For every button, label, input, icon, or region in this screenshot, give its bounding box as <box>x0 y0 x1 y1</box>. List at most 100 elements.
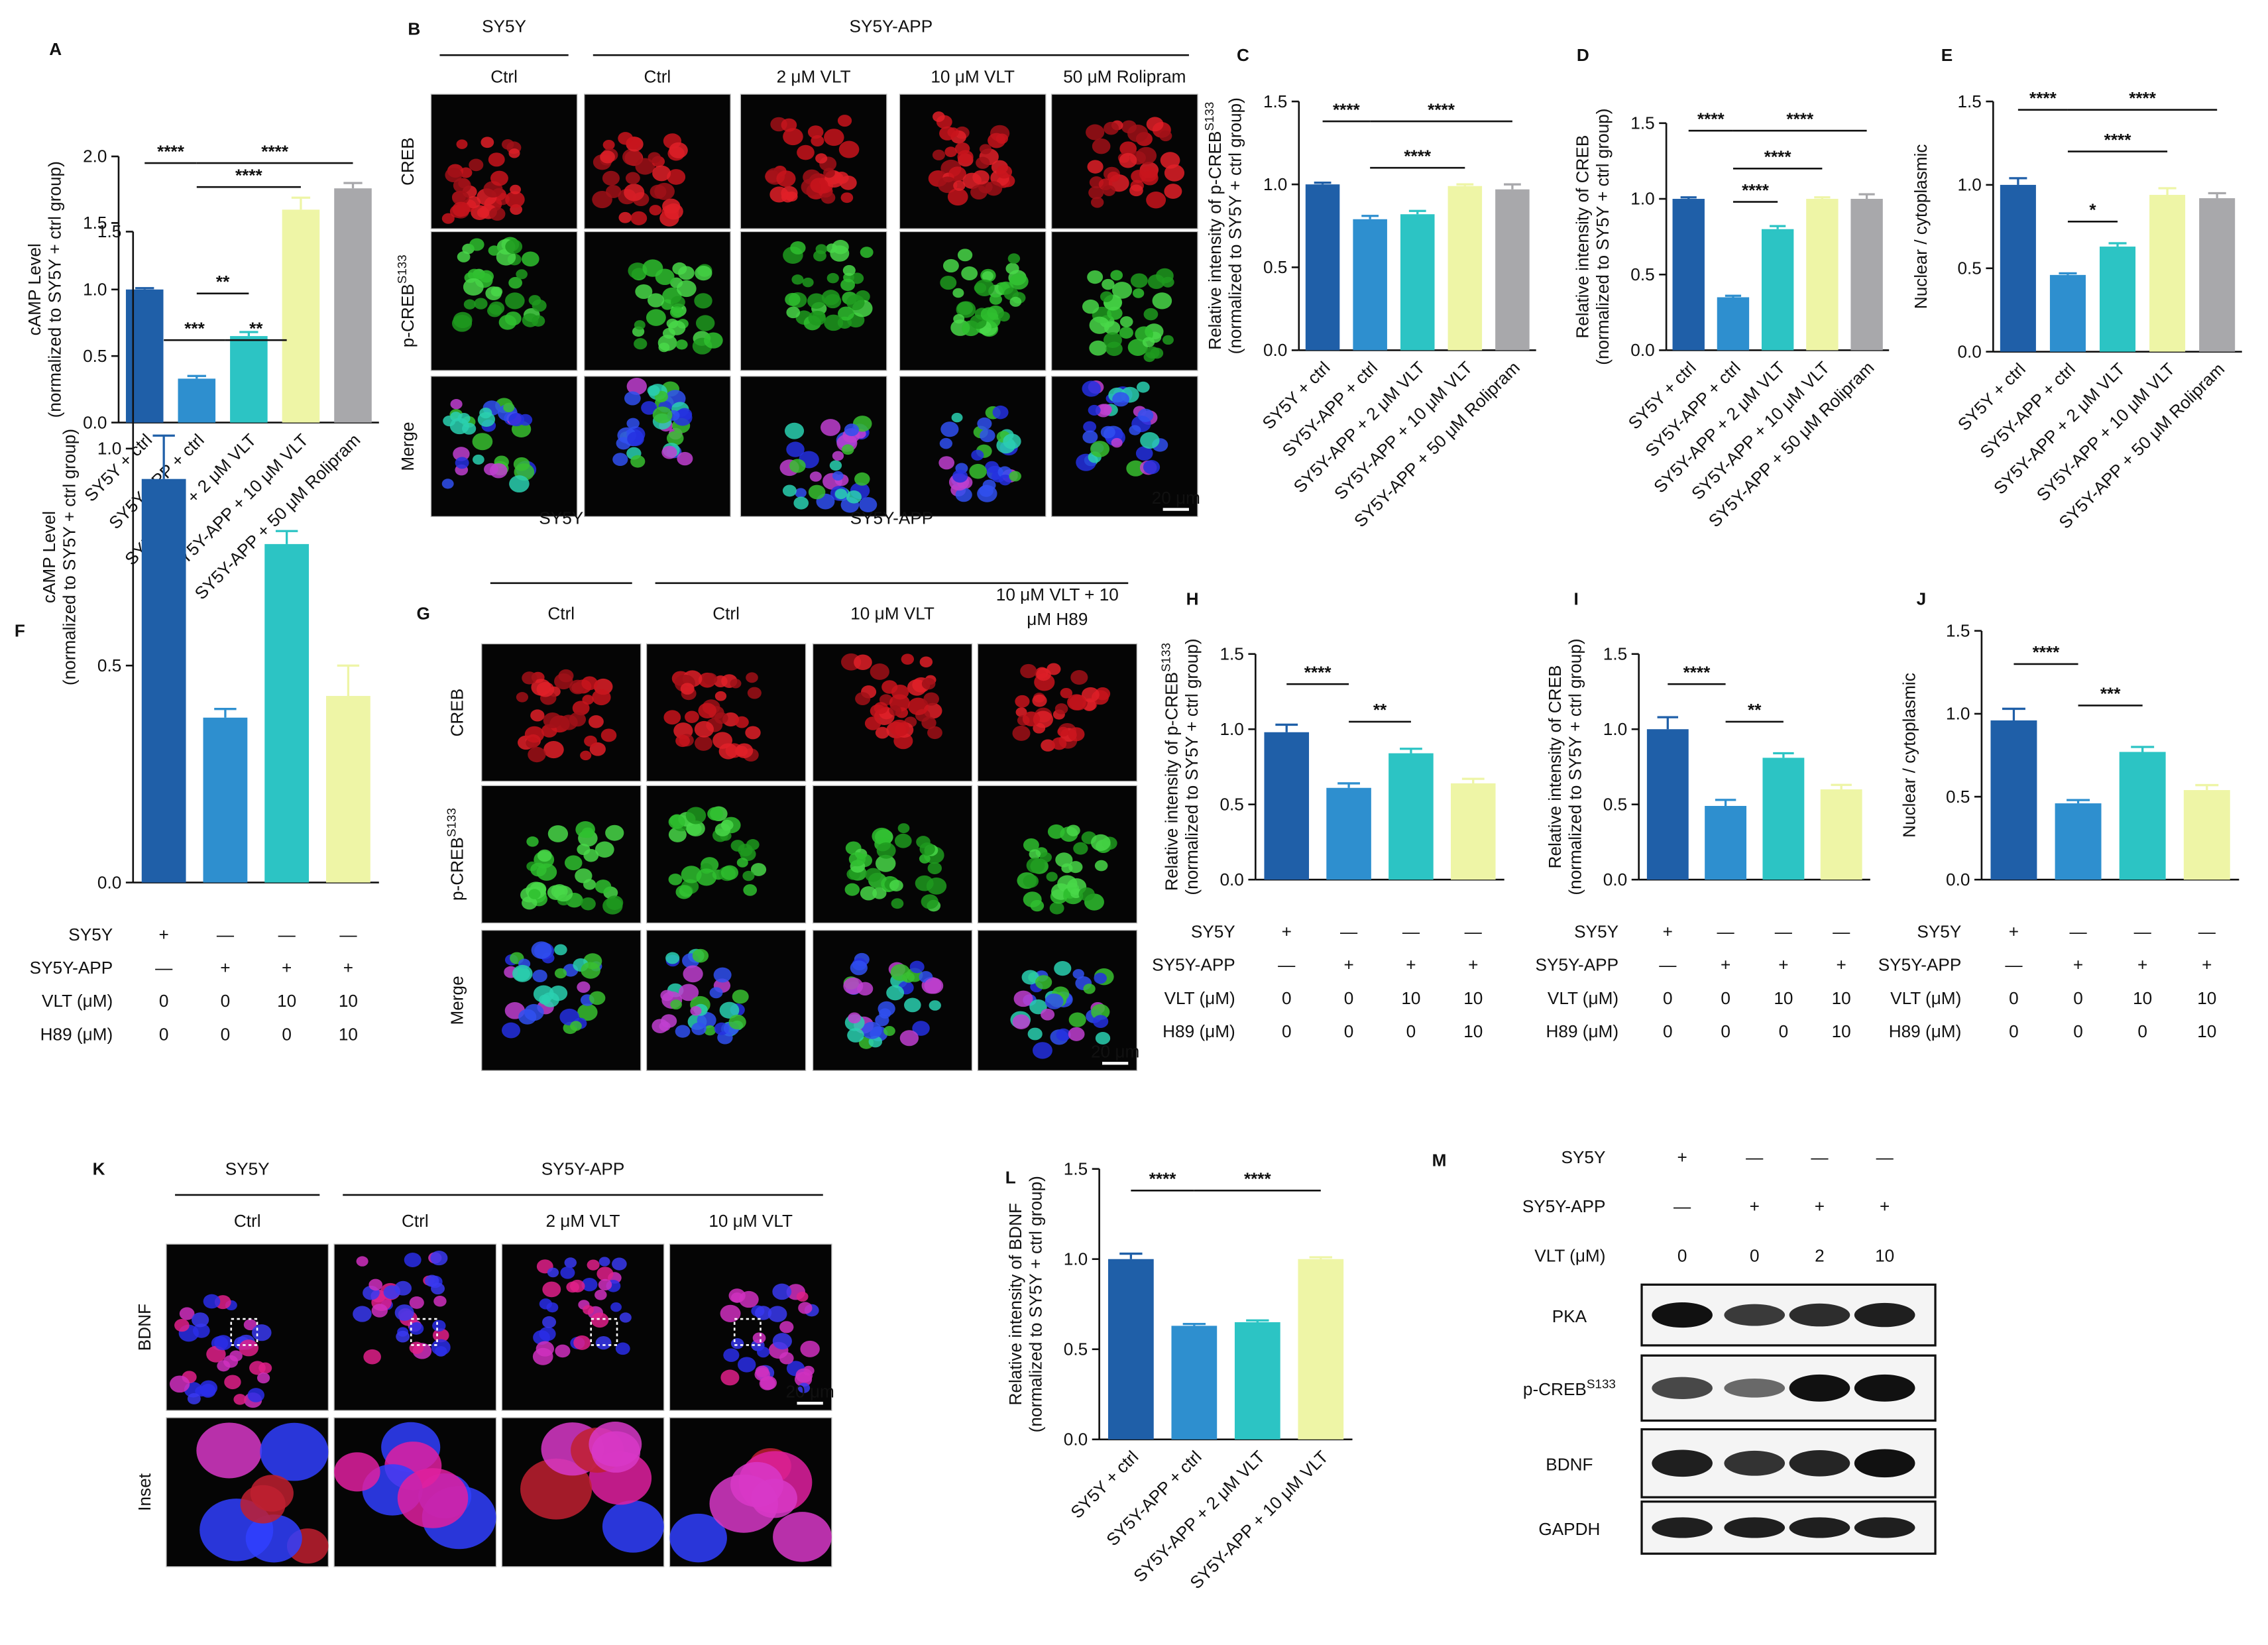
band-label: PKA <box>1552 1306 1587 1326</box>
cell <box>616 437 631 450</box>
column-label: 2 μM VLT <box>777 67 851 87</box>
condition-value: 0 <box>1282 1021 1292 1041</box>
cell <box>505 239 523 255</box>
cell <box>1049 901 1064 915</box>
cell <box>1082 380 1101 397</box>
cell <box>1066 824 1080 836</box>
cell <box>369 1278 383 1291</box>
cell <box>921 716 936 730</box>
cell <box>889 705 901 716</box>
condition-value: — <box>1465 922 1483 942</box>
condition-value: 0 <box>2073 988 2083 1008</box>
cell <box>745 726 761 740</box>
cell <box>969 463 987 479</box>
cell <box>1131 170 1147 183</box>
y-axis-label: (normalized to SY5Y + ctrl group) <box>1225 97 1245 354</box>
cell <box>1129 184 1143 197</box>
band <box>1789 1374 1850 1402</box>
cell <box>1068 1012 1086 1027</box>
cell <box>516 269 528 280</box>
cell <box>791 274 804 285</box>
cell <box>580 750 592 761</box>
cell <box>840 175 857 190</box>
cell <box>655 268 675 286</box>
cell <box>522 671 538 685</box>
cell <box>583 1305 595 1315</box>
cell <box>663 710 681 725</box>
cell <box>572 701 590 716</box>
cell <box>786 441 805 457</box>
cell <box>622 148 642 166</box>
cell <box>855 692 871 705</box>
cell <box>992 405 1009 420</box>
cell <box>690 1006 702 1016</box>
cell <box>573 1335 591 1350</box>
column-label: 50 μM Rolipram <box>1063 67 1186 87</box>
condition-label: SY5Y-APP <box>1535 955 1618 975</box>
y-tick-label: 1.5 <box>1957 91 1981 111</box>
cell <box>363 1349 381 1365</box>
cell <box>581 827 595 838</box>
significance-label: *** <box>184 318 205 338</box>
cell <box>834 488 848 500</box>
cell <box>1146 117 1164 132</box>
cell <box>526 836 539 847</box>
cell <box>508 413 525 427</box>
condition-value: 0 <box>1663 988 1673 1008</box>
condition-value: + <box>1677 1147 1687 1167</box>
cell <box>605 824 624 841</box>
column-label: 10 μM VLT + 10 <box>996 585 1119 604</box>
cell <box>661 445 677 459</box>
significance-label: **** <box>1428 99 1455 119</box>
cell <box>714 691 727 701</box>
cell <box>875 854 896 872</box>
cell <box>615 1342 630 1355</box>
cell <box>713 967 732 983</box>
cell <box>807 125 824 139</box>
cell <box>1022 711 1041 726</box>
cell <box>808 484 826 500</box>
panel-letter: D <box>1577 45 1589 65</box>
condition-value: 0 <box>1406 1021 1416 1041</box>
cell <box>502 1022 521 1039</box>
significance-label: ** <box>1373 700 1387 720</box>
cell <box>1133 288 1145 298</box>
cell <box>821 419 841 436</box>
cell <box>891 684 909 700</box>
y-tick-label: 0.0 <box>1603 870 1627 889</box>
cell <box>187 1393 201 1404</box>
cell <box>251 1324 272 1341</box>
cell <box>602 170 620 186</box>
cell <box>584 735 597 747</box>
cell <box>980 307 997 321</box>
cell <box>1094 972 1107 984</box>
cell <box>889 719 910 737</box>
micrograph <box>1050 231 1198 371</box>
cell <box>872 827 892 845</box>
cell <box>239 1339 259 1357</box>
cell <box>528 889 541 899</box>
cell <box>577 981 591 993</box>
condition-value: 10 <box>339 1024 358 1044</box>
cell <box>581 1277 598 1292</box>
cell <box>1142 337 1155 348</box>
panel-letter: A <box>49 39 62 59</box>
band <box>1789 1449 1850 1477</box>
panel-letter: B <box>408 19 420 39</box>
cell <box>528 746 546 763</box>
cell <box>823 168 835 178</box>
cell <box>1102 185 1115 196</box>
cell <box>989 294 1002 305</box>
bar <box>2055 803 2102 880</box>
cell <box>516 692 528 703</box>
cell <box>720 865 739 880</box>
cell <box>1136 381 1150 393</box>
cell <box>670 999 682 1010</box>
inset-box <box>230 1318 258 1346</box>
label-text: Relative intensity of p-CREB <box>1161 672 1181 891</box>
cell <box>481 137 494 148</box>
cell <box>870 663 889 680</box>
cell <box>591 1312 609 1328</box>
cell <box>912 1021 930 1036</box>
cell <box>824 314 844 331</box>
